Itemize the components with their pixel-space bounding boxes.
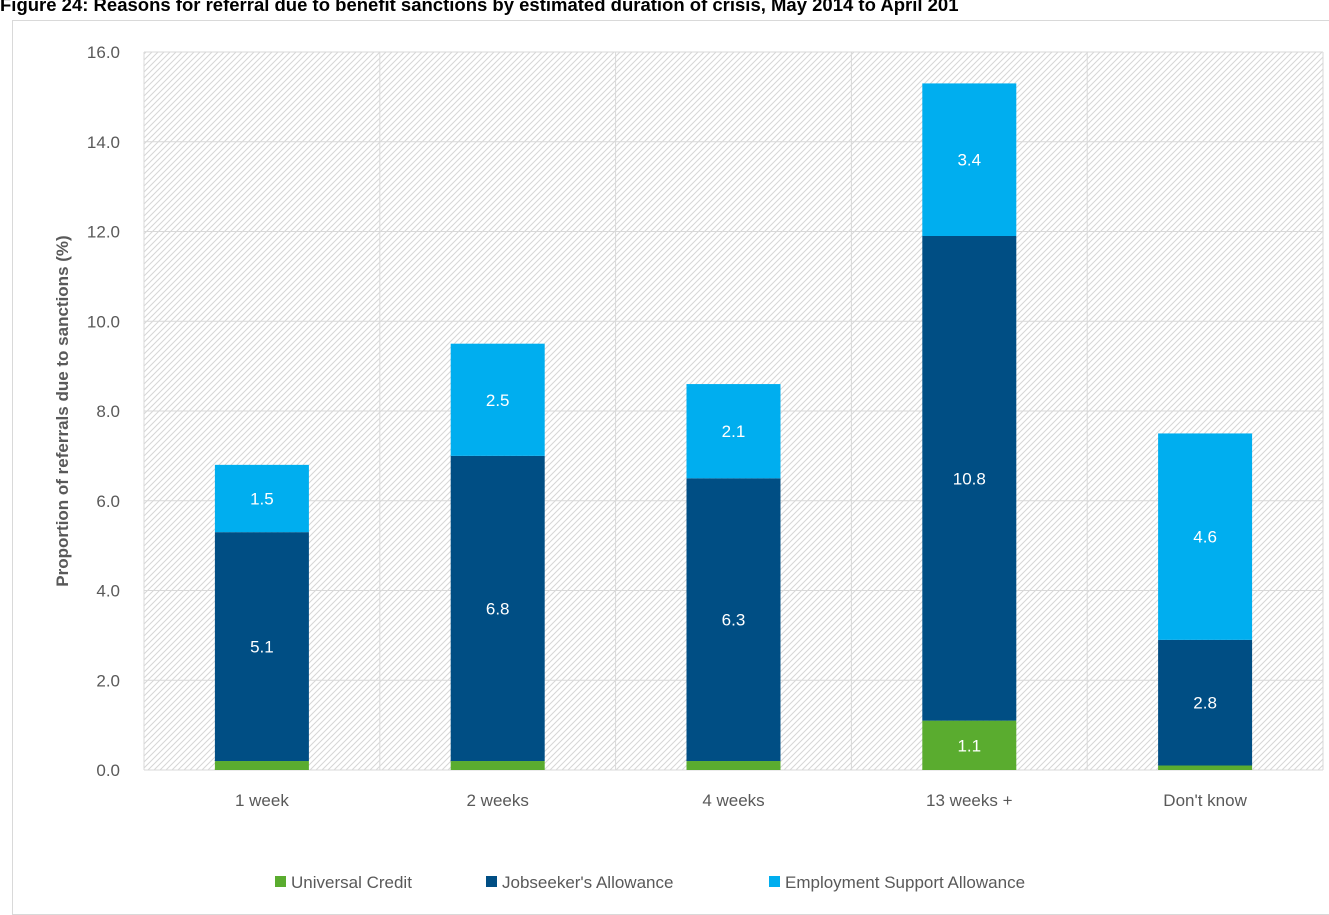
bar-segment — [450, 343, 545, 456]
x-tick-label: 4 weeks — [702, 791, 764, 810]
y-tick-label: 8.0 — [96, 402, 120, 421]
data-label: 5.1 — [250, 638, 274, 657]
bar-segment — [922, 720, 1017, 770]
bar-segment — [686, 478, 781, 762]
data-label: 10.8 — [953, 469, 986, 488]
x-tick-label: Don't know — [1163, 791, 1247, 810]
bar-segment — [214, 761, 309, 770]
legend-label: Jobseeker's Allowance — [502, 873, 673, 892]
bar-segment — [450, 455, 545, 762]
x-tick-label: 2 weeks — [467, 791, 529, 810]
bar-segment — [686, 761, 781, 770]
bar-segment — [922, 83, 1017, 236]
bar-segment — [1158, 765, 1253, 770]
legend-item: Employment Support Allowance — [769, 873, 1025, 892]
legend-swatch — [769, 876, 780, 887]
y-tick-label: 12.0 — [87, 223, 120, 242]
x-tick-label: 1 week — [235, 791, 289, 810]
legend-item: Universal Credit — [275, 873, 412, 892]
legend-swatch — [275, 876, 286, 887]
data-label: 2.1 — [722, 422, 746, 441]
figure-title: Figure 24: Reasons for referral due to b… — [0, 0, 959, 15]
data-label: 4.6 — [1193, 528, 1217, 547]
y-tick-label: 6.0 — [96, 492, 120, 511]
legend-label: Employment Support Allowance — [785, 873, 1025, 892]
legend-swatch — [486, 876, 497, 887]
x-tick-label: 13 weeks + — [926, 791, 1013, 810]
data-label: 3.4 — [957, 151, 981, 170]
bar-segment — [214, 464, 309, 533]
data-label: 6.8 — [486, 599, 510, 618]
legend: Universal Credit Jobseeker's Allowance Emp… — [275, 873, 1025, 892]
y-tick-label: 10.0 — [87, 312, 120, 331]
data-label: 1.1 — [957, 736, 981, 755]
y-tick-label: 16.0 — [87, 43, 120, 62]
y-tick-label: 4.0 — [96, 582, 120, 601]
legend-item: Jobseeker's Allowance — [486, 873, 673, 892]
bar-segment — [1158, 639, 1253, 766]
bar-segment — [922, 235, 1017, 721]
data-label: 2.8 — [1193, 694, 1217, 713]
data-label: 2.5 — [486, 391, 510, 410]
y-axis-label: Proportion of referrals due to sanctions… — [53, 235, 72, 586]
y-tick-label: 14.0 — [87, 133, 120, 152]
y-tick-label: 2.0 — [96, 671, 120, 690]
y-tick-label: 0.0 — [96, 761, 120, 780]
bar-segment — [1158, 433, 1253, 640]
legend-label: Universal Credit — [291, 873, 412, 892]
bar-segment — [450, 761, 545, 770]
bar-segment — [686, 384, 781, 479]
bar-segment — [214, 532, 309, 762]
data-label: 6.3 — [722, 611, 746, 630]
data-label: 1.5 — [250, 490, 274, 509]
